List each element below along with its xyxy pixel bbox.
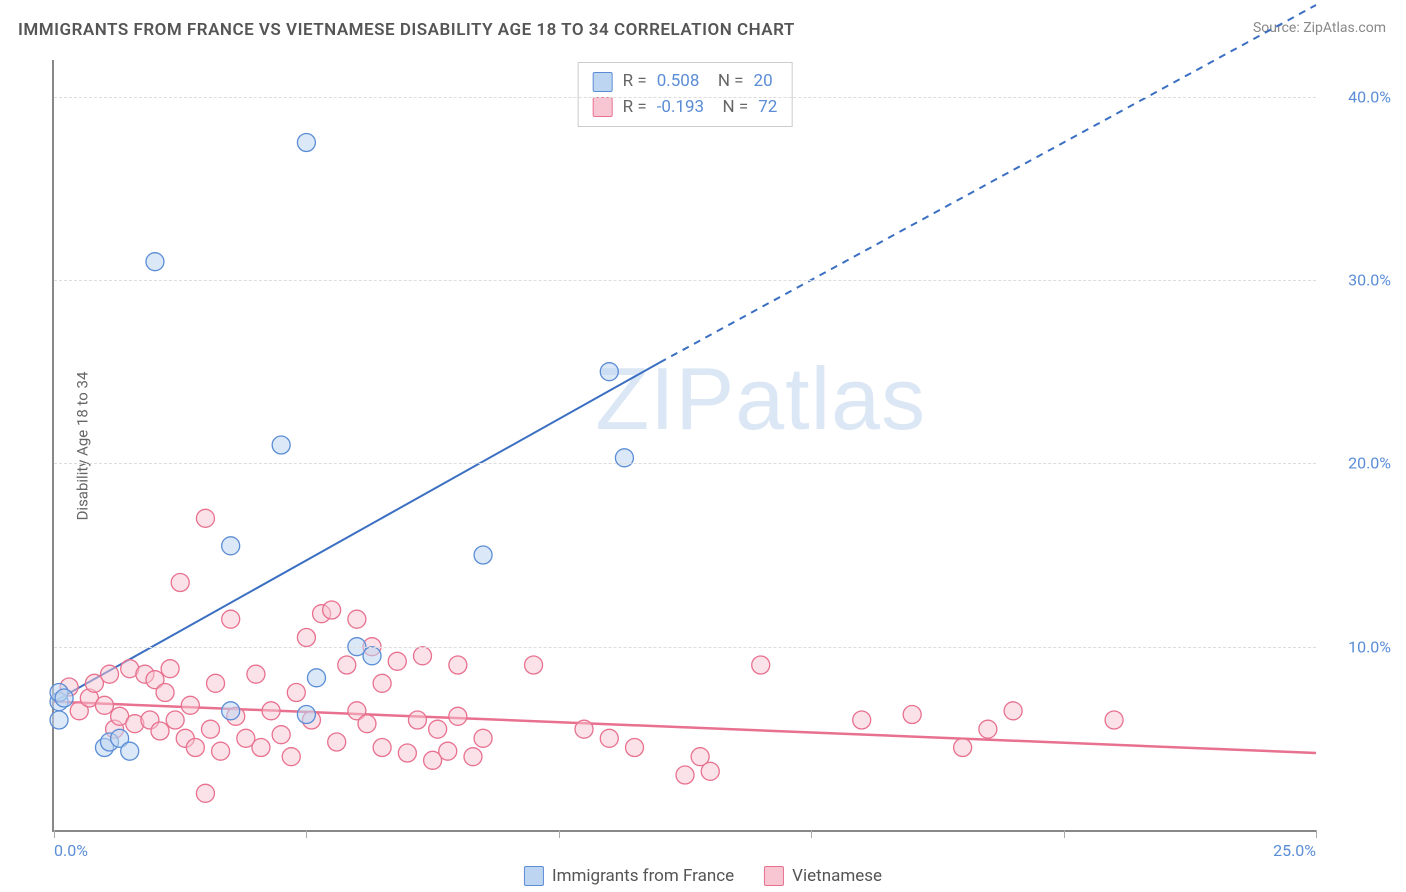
swatch-pink-icon — [593, 97, 613, 117]
y-tick-label: 40.0% — [1331, 87, 1391, 106]
x-tick — [306, 830, 307, 838]
source-label: Source: ZipAtlas.com — [1253, 20, 1386, 36]
legend-swatch-pink-icon — [764, 866, 784, 886]
legend-label-france: Immigrants from France — [552, 866, 734, 886]
y-tick-label: 20.0% — [1331, 454, 1391, 473]
gridline — [54, 647, 1316, 648]
legend-label-vietnamese: Vietnamese — [792, 866, 882, 886]
x-tick — [1316, 830, 1317, 838]
stat-r-label2: R = — [623, 95, 647, 121]
y-tick-label: 30.0% — [1331, 271, 1391, 290]
x-tick — [1064, 830, 1065, 838]
x-tick — [559, 830, 560, 838]
gridline — [54, 463, 1316, 464]
legend-item-vietnamese: Vietnamese — [764, 866, 882, 886]
gridline — [54, 97, 1316, 98]
stat-n-label: N = — [709, 69, 743, 95]
legend-swatch-blue-icon — [524, 866, 544, 886]
stat-n-viet: 72 — [758, 95, 777, 121]
chart-title: IMMIGRANTS FROM FRANCE VS VIETNAMESE DIS… — [18, 20, 795, 40]
chart-container: IMMIGRANTS FROM FRANCE VS VIETNAMESE DIS… — [0, 0, 1406, 892]
scatter-svg — [54, 60, 1316, 830]
stat-n-label2: N = — [714, 95, 748, 121]
correlation-stats-box: R = 0.508 N = 20 R = -0.193 N = 72 — [578, 62, 793, 127]
plot-area: ZIPatlas R = 0.508 N = 20 R = -0.193 N =… — [52, 60, 1316, 832]
stats-row-vietnamese: R = -0.193 N = 72 — [593, 95, 778, 121]
stats-row-france: R = 0.508 N = 20 — [593, 69, 778, 95]
bottom-legend: Immigrants from France Vietnamese — [524, 866, 882, 886]
stat-r-viet: -0.193 — [657, 95, 704, 121]
x-tick-label: 25.0% — [1273, 841, 1316, 860]
stat-n-france: 20 — [754, 69, 773, 95]
stat-r-label: R = — [623, 69, 647, 95]
x-tick — [54, 830, 55, 838]
x-tick — [811, 830, 812, 838]
y-tick-label: 10.0% — [1331, 637, 1391, 656]
stat-r-france: 0.508 — [657, 69, 700, 95]
x-tick-label: 0.0% — [54, 841, 88, 860]
legend-item-france: Immigrants from France — [524, 866, 734, 886]
swatch-blue-icon — [593, 72, 613, 92]
gridline — [54, 280, 1316, 281]
